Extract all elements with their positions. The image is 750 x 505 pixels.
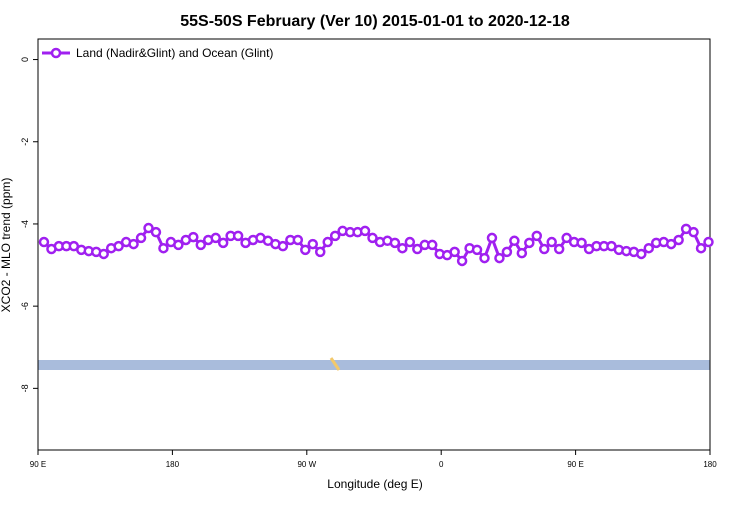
data-point [38, 236, 50, 248]
y-tick-label: -4 [20, 220, 30, 228]
legend-label: Land (Nadir&Glint) and Ocean (Glint) [76, 46, 273, 60]
data-point [456, 255, 468, 267]
data-point [538, 243, 550, 255]
data-point [300, 244, 311, 256]
data-point [636, 248, 647, 260]
data-point [576, 237, 587, 249]
data-point [546, 236, 557, 248]
data-point [673, 234, 684, 246]
data-point [359, 225, 371, 237]
legend-marker [50, 47, 62, 59]
x-tick-label: 180 [703, 460, 717, 469]
y-tick-label: -2 [20, 138, 30, 146]
data-point [195, 239, 207, 251]
data-point [688, 226, 699, 238]
data-point [703, 236, 714, 248]
data-point [277, 240, 289, 252]
data-point [501, 246, 513, 258]
data-point [188, 231, 199, 243]
data-point [158, 242, 169, 254]
land-highlight [329, 357, 341, 371]
data-point [389, 237, 401, 249]
data-point [329, 230, 341, 242]
data-point [471, 244, 483, 256]
data-point [307, 238, 319, 250]
y-axis-label: XCO2 - MLO trend (ppm) [0, 178, 13, 313]
x-tick-label: 0 [439, 460, 444, 469]
y-tick-label: -8 [20, 384, 30, 392]
x-tick-label: 90 E [30, 460, 46, 469]
data-point [173, 239, 184, 251]
data-point [665, 238, 677, 250]
y-tick-label: 0 [20, 57, 30, 62]
data-point [314, 246, 326, 258]
data-point [128, 238, 139, 250]
data-point [232, 230, 244, 242]
data-point [210, 232, 221, 244]
x-tick-label: 180 [166, 460, 180, 469]
data-point [113, 240, 124, 252]
chart-title: 55S-50S February (Ver 10) 2015-01-01 to … [180, 13, 570, 30]
data-point [494, 252, 505, 264]
data-point [412, 243, 423, 255]
data-point [367, 232, 378, 244]
data-point [479, 252, 490, 264]
data-point [643, 242, 655, 254]
data-point [397, 242, 408, 254]
land-band [38, 360, 710, 370]
data-point [449, 246, 460, 258]
data-point [486, 232, 498, 244]
data-point [404, 236, 416, 248]
data-point [135, 232, 147, 244]
data-point [292, 234, 304, 246]
data-point [553, 243, 565, 255]
x-tick-label: 90 E [567, 460, 583, 469]
data-point [561, 232, 572, 244]
x-tick-label: 90 W [297, 460, 316, 469]
data-point [143, 222, 154, 234]
data-point [150, 226, 162, 238]
y-tick-label: -6 [20, 302, 30, 310]
data-point [509, 235, 520, 247]
x-axis-label: Longitude (deg E) [327, 477, 422, 491]
data-point [98, 248, 109, 260]
data-point [516, 247, 528, 259]
data-point [695, 242, 707, 254]
data-point [426, 239, 438, 251]
data-point [322, 236, 333, 248]
data-point [217, 237, 229, 249]
data-point [524, 237, 535, 249]
data-point [531, 230, 543, 242]
